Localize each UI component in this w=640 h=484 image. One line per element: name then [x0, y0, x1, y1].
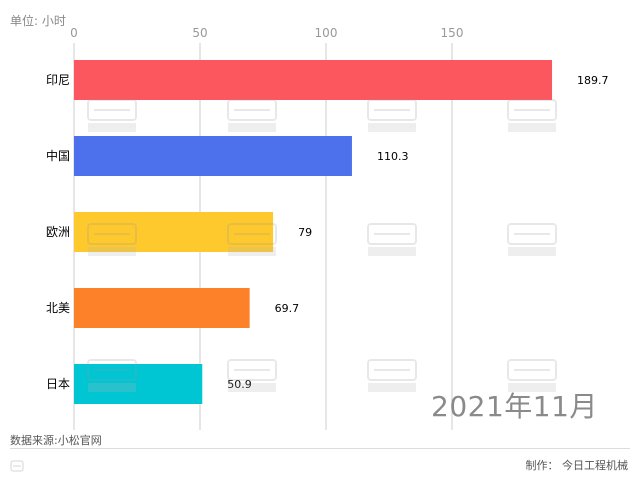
watermark-icon: [504, 98, 560, 134]
category-label: 中国: [46, 148, 70, 163]
category-label: 北美: [46, 301, 70, 315]
category-label: 日本: [46, 377, 70, 391]
watermark-icon: [224, 222, 280, 258]
x-tick-label: 150: [441, 26, 464, 40]
watermark-icon: [504, 222, 560, 258]
x-tick-label: 50: [192, 26, 207, 40]
corner-logo-icon: [10, 460, 24, 472]
watermark-icon: [504, 358, 560, 394]
data-label: 110.3: [377, 150, 409, 163]
unit-label: 单位: 小时: [10, 14, 66, 28]
x-tick-label: 100: [315, 26, 338, 40]
footer-divider: [10, 448, 630, 449]
bar: [74, 364, 203, 404]
watermark-icon: [84, 358, 140, 394]
watermark-icon: [84, 98, 140, 134]
x-tick-label: 0: [70, 26, 78, 40]
data-label: 69.7: [275, 302, 300, 315]
category-label: 印尼: [46, 73, 70, 87]
watermark-icon: [364, 222, 420, 258]
watermark-icon: [224, 358, 280, 394]
category-label: 欧洲: [46, 225, 70, 239]
period-label: 2021年11月: [431, 390, 598, 423]
maker-label: 制作： 今日工程机械: [525, 459, 629, 472]
watermark-icon: [84, 222, 140, 258]
watermark-icon: [224, 98, 280, 134]
bar: [74, 288, 250, 328]
data-label: 189.7: [577, 74, 609, 87]
watermark-icon: [364, 98, 420, 134]
data-label: 79: [298, 226, 312, 239]
data-label: 50.9: [227, 378, 252, 391]
bar: [74, 60, 553, 100]
watermark-icon: [364, 358, 420, 394]
source-label: 数据来源:小松官网: [10, 434, 102, 447]
bar: [74, 136, 352, 176]
bar: [74, 212, 274, 252]
